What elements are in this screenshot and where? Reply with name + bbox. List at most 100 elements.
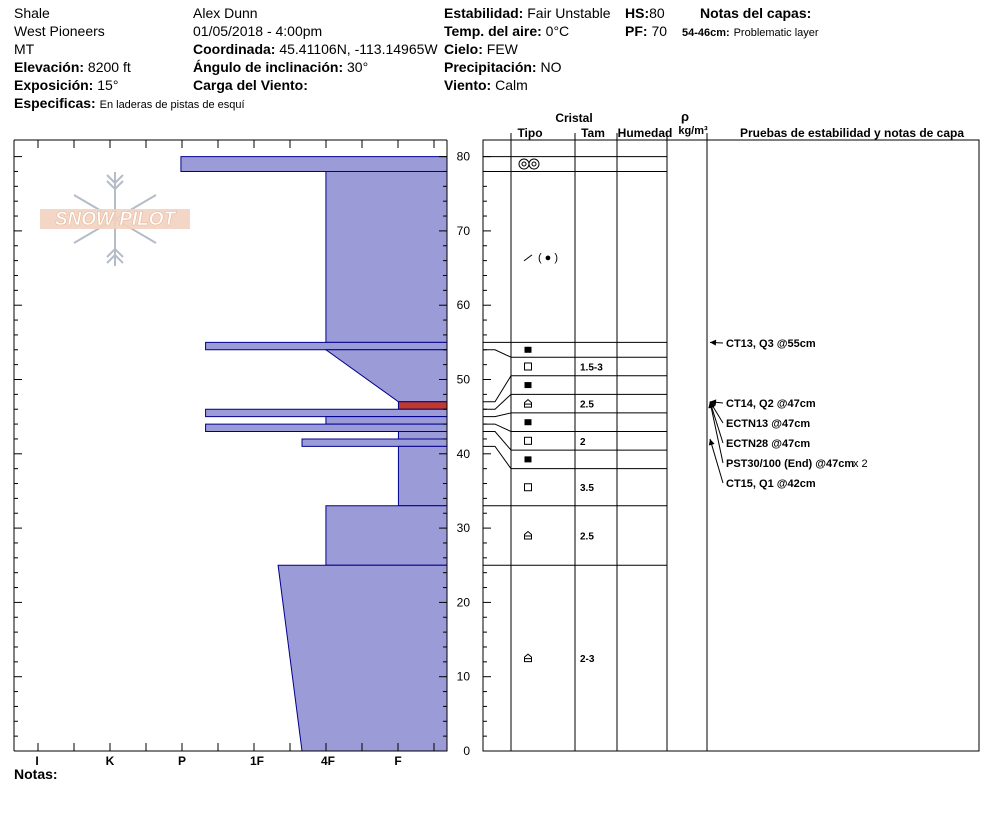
- range-name: West Pioneers: [14, 23, 105, 39]
- facet-symbol: [524, 483, 532, 492]
- observation-datetime: 01/05/2018 - 4:00pm: [193, 23, 323, 39]
- location-name: Shale: [14, 5, 50, 21]
- logo-banner: [40, 209, 190, 229]
- aspect: Exposición: 15°: [14, 76, 118, 94]
- tam-header: Tam: [581, 126, 605, 140]
- aspect-value: 15°: [97, 77, 119, 93]
- test-label: CT13, Q3 @55cm: [726, 338, 816, 350]
- sky-label: Cielo:: [444, 41, 483, 57]
- hardness-bar: [277, 564, 448, 752]
- x-tick-label: F: [394, 754, 401, 768]
- table-frame: [482, 139, 980, 752]
- specifics: Especificas: En laderas de pistas de esq…: [14, 94, 245, 114]
- graupel-symbol: [528, 158, 540, 170]
- test-arrowhead: [710, 399, 717, 406]
- row-connector: [483, 349, 512, 358]
- humedad-header: Humedad: [618, 126, 673, 140]
- facet-solid-symbol: [524, 419, 532, 426]
- hs-value: 80: [649, 5, 665, 21]
- test-arrowhead: [710, 339, 717, 346]
- hardness-bar: [180, 156, 448, 172]
- graupel-symbol: [518, 158, 530, 170]
- test-label: ECTN13 @47cm: [726, 418, 810, 430]
- air-temp-label: Temp. del aire:: [444, 23, 542, 39]
- facet-solid-symbol: [524, 456, 532, 463]
- wind-value: Calm: [495, 77, 528, 93]
- hardness-bar: [301, 438, 448, 447]
- x-tick-label: 1F: [250, 754, 264, 768]
- hs-label: HS:: [625, 5, 650, 21]
- pf-label: PF:: [625, 23, 648, 39]
- crystal-size: 2.5: [580, 400, 594, 411]
- decomposed-symbol: [523, 254, 533, 262]
- tests-header: Pruebas de estabilidad y notas de capa: [740, 126, 964, 140]
- elevation-label: Elevación:: [14, 59, 85, 75]
- row-connector: [483, 423, 512, 432]
- stability-tests: CT13, Q3 @55cm CT14, Q2 @47cm ECTN13 @47cm…: [708, 338, 868, 490]
- test-suffix: x 2: [853, 458, 868, 470]
- hardness-bars: [180, 156, 448, 752]
- wind-load-label: Carga del Viento:: [193, 77, 308, 93]
- y-tick-label: 10: [457, 670, 471, 684]
- incline-label: Ángulo de inclinación:: [193, 59, 344, 75]
- test-arrow: [709, 438, 724, 484]
- y-tick-label: 70: [457, 224, 471, 238]
- specifics-label: Especificas:: [14, 95, 96, 111]
- decomposed-symbol: ( ● ): [538, 252, 558, 264]
- test-label: CT14, Q2 @47cm: [726, 398, 816, 410]
- y-tick-label: 80: [457, 150, 471, 164]
- depth-hoar-symbol: [524, 398, 532, 408]
- elevation-value: 8200 ft: [87, 59, 131, 75]
- layer-note: 54-46cm: Problematic layer: [682, 22, 819, 42]
- hs: HS:80: [625, 4, 665, 22]
- sky-value: FEW: [486, 41, 518, 57]
- precip-label: Precipitación:: [444, 59, 537, 75]
- x-tick-label: 4F: [321, 754, 335, 768]
- hardness-bar: [325, 416, 448, 425]
- coord-value: 45.41106N, -113.14965W: [279, 41, 438, 57]
- test-arrow: [709, 401, 724, 444]
- depth-hoar-symbol: [524, 653, 532, 663]
- test-label: ECTN28 @47cm: [726, 438, 810, 450]
- incline-value: 30°: [347, 59, 369, 75]
- crystal-size: 3.5: [580, 483, 594, 494]
- layer-note-text: Problematic layer: [733, 27, 819, 39]
- pf-value: 70: [651, 23, 668, 39]
- graupel-symbol: [521, 161, 527, 167]
- air-temp-value: 0°C: [545, 23, 570, 39]
- hardness-bar: [205, 341, 448, 351]
- crystal-size: 2-3: [580, 654, 595, 665]
- y-tick-label: 20: [457, 595, 471, 609]
- layer-note-range: 54-46cm:: [682, 27, 730, 39]
- wind: Viento: Calm: [444, 76, 528, 94]
- specifics-value: En laderas de pistas de esquí: [99, 99, 245, 111]
- facet-solid-symbol: [524, 382, 532, 389]
- y-tick-label: 0: [463, 744, 470, 758]
- tipo-header: Tipo: [517, 126, 542, 140]
- crystal-size: 2.5: [580, 532, 594, 543]
- hardness-bar: [205, 423, 448, 433]
- crystal-table: ( ● ) 1.5-3 2.5 2 3.5 2.5 2-3: [482, 133, 980, 752]
- precip-value: NO: [540, 59, 562, 75]
- test-arrowhead: [708, 401, 715, 409]
- pf: PF: 70: [625, 22, 667, 40]
- density-unit-header: kg/m³: [678, 125, 708, 137]
- crystal-size: 2: [580, 437, 586, 448]
- y-tick-label: 30: [457, 521, 471, 535]
- x-tick-label: P: [178, 754, 186, 768]
- row-connector: [483, 431, 512, 451]
- wind-load: Carga del Viento:: [193, 76, 308, 94]
- hardness-bar: [205, 408, 448, 418]
- facet-symbol: [524, 362, 532, 371]
- row-connector: [483, 412, 512, 418]
- row-connector: [483, 375, 512, 403]
- row-connector: [483, 445, 512, 469]
- logo-text: SNOW PILOT: [55, 209, 177, 230]
- crystal-size: 1.5-3: [580, 362, 603, 373]
- test-arrow: [709, 401, 724, 464]
- y-tick-label: 60: [457, 298, 471, 312]
- precipitation: Precipitación: NO: [444, 58, 561, 76]
- hardness-bar: [397, 431, 448, 440]
- layer-notes-title: Notas del capas:: [700, 5, 812, 21]
